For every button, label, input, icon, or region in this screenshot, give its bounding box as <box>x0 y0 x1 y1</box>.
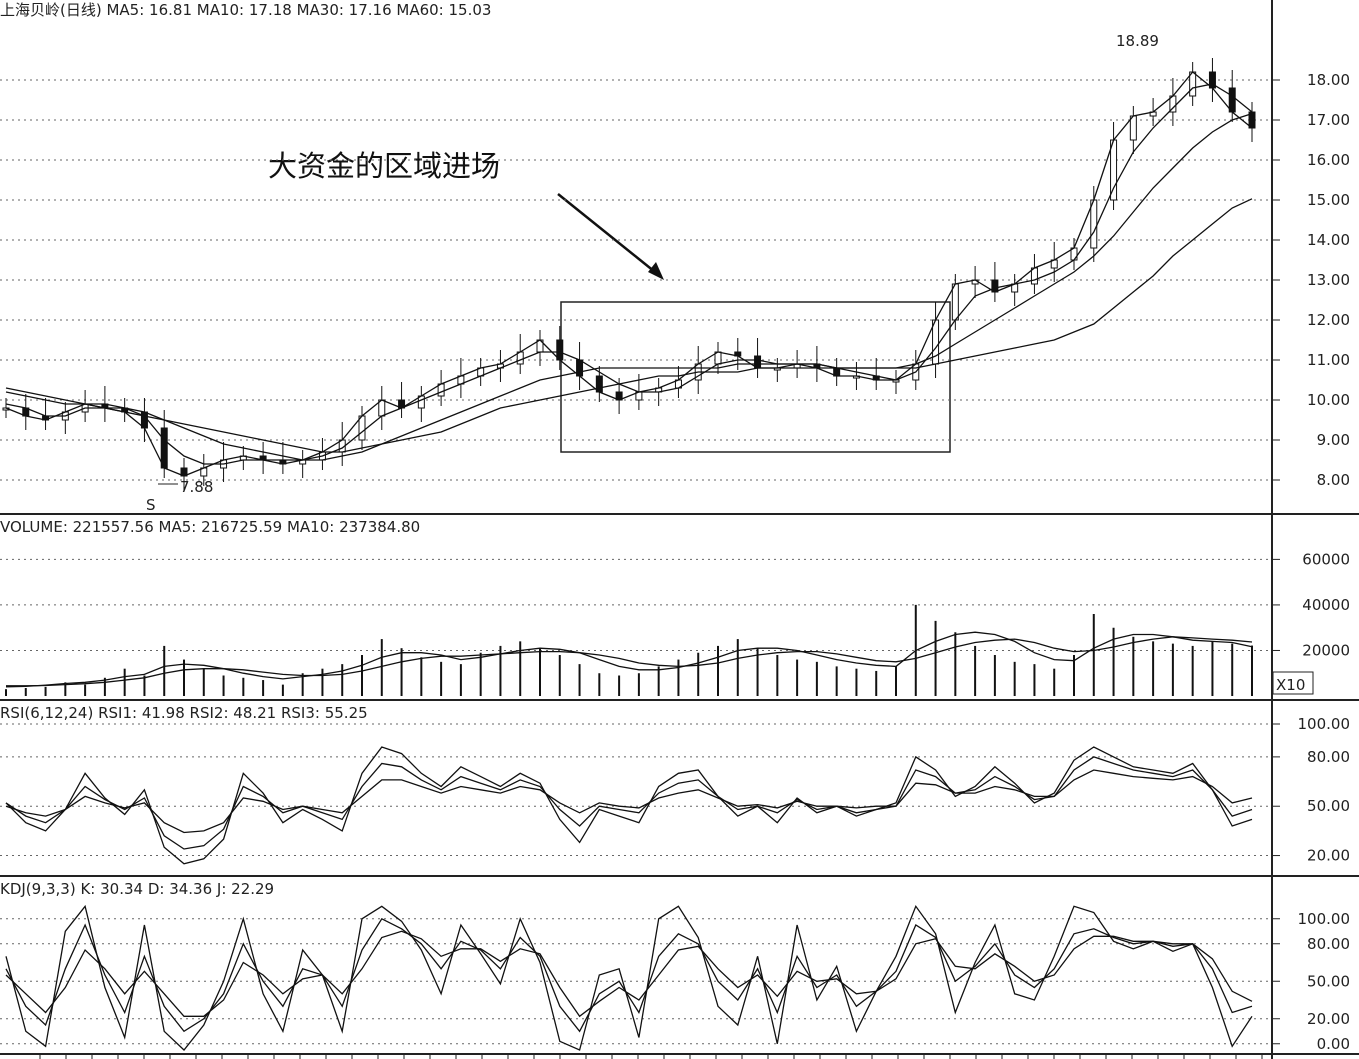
y-tick-label-volume-0: 60000 <box>1302 550 1350 568</box>
y-tick-label-price-1: 17.00 <box>1307 111 1350 129</box>
kdj-line-j <box>5 904 1253 1051</box>
accumulation-zone-box <box>560 301 951 453</box>
y-tick-label-price-7: 11.00 <box>1307 351 1350 369</box>
y-tick-label-price-4: 14.00 <box>1307 231 1350 249</box>
kdj-panel-header: KDJ(9,3,3) K: 30.34 D: 34.36 J: 22.29 <box>0 880 274 898</box>
candle-body <box>1129 115 1137 141</box>
y-tick-label-price-10: 8.00 <box>1317 471 1350 489</box>
y-tick-label-kdj-0: 100.00 <box>1298 910 1351 928</box>
rsi-panel-header: RSI(6,12,24) RSI1: 41.98 RSI2: 48.21 RSI… <box>0 704 368 722</box>
s-marker: S <box>146 496 156 514</box>
annotation-text: 大资金的区域进场 <box>268 149 500 183</box>
y-tick-label-price-9: 9.00 <box>1317 431 1350 449</box>
y-tick-label-rsi-3: 20.00 <box>1307 847 1350 865</box>
y-tick-label-price-5: 13.00 <box>1307 271 1350 289</box>
y-tick-label-kdj-4: 0.00 <box>1317 1035 1350 1053</box>
volume-unit-box <box>1272 671 1314 695</box>
rsi-line-rsi2 <box>5 756 1253 850</box>
low-price-label: 7.88 <box>180 478 213 496</box>
volume-line-ma5 <box>5 631 1253 688</box>
y-tick-label-volume-1: 40000 <box>1302 596 1350 614</box>
y-tick-label-rsi-1: 80.00 <box>1307 748 1350 766</box>
candle-body <box>1110 139 1118 201</box>
candle-body <box>358 415 366 441</box>
y-tick-label-kdj-1: 80.00 <box>1307 935 1350 953</box>
rsi-line-rsi1 <box>5 746 1253 865</box>
y-tick-label-price-3: 15.00 <box>1307 191 1350 209</box>
price-line-ma5 <box>5 71 1253 477</box>
chart-marks: 18.00 17.00 16.00 15.00 14.00 13.00 12.00 11.00… <box>0 58 1350 1059</box>
y-tick-label-rsi-2: 50.00 <box>1307 797 1350 815</box>
candle-body <box>1090 199 1098 249</box>
y-tick-label-kdj-2: 50.00 <box>1307 972 1350 990</box>
high-price-label: 18.89 <box>1116 32 1159 50</box>
kdj-line-k <box>5 917 1253 1033</box>
candle-body <box>1228 87 1236 113</box>
y-tick-label-price-8: 10.00 <box>1307 391 1350 409</box>
price-panel-header: 上海贝岭(日线) MA5: 16.81 MA10: 17.18 MA30: 17… <box>0 1 491 19</box>
candle-body <box>160 427 168 469</box>
price-line-ma10 <box>5 83 1253 465</box>
volume-line-ma10 <box>6 636 1253 687</box>
candle-body <box>951 283 959 321</box>
y-tick-label-kdj-3: 20.00 <box>1307 1010 1350 1028</box>
price-line-ma30 <box>5 112 1253 461</box>
y-tick-label-volume-2: 20000 <box>1302 641 1350 659</box>
y-tick-label-price-0: 18.00 <box>1307 71 1350 89</box>
volume-unit-label: X10 <box>1276 676 1305 694</box>
rsi-line-rsi3 <box>5 769 1253 834</box>
y-tick-label-price-2: 16.00 <box>1307 151 1350 169</box>
volume-panel-header: VOLUME: 221557.56 MA5: 216725.59 MA10: 2… <box>0 518 420 536</box>
y-tick-label-price-6: 12.00 <box>1307 311 1350 329</box>
price-line-ma60 <box>5 198 1253 453</box>
annotation-arrow <box>557 193 664 280</box>
y-tick-label-rsi-0: 100.00 <box>1298 715 1351 733</box>
